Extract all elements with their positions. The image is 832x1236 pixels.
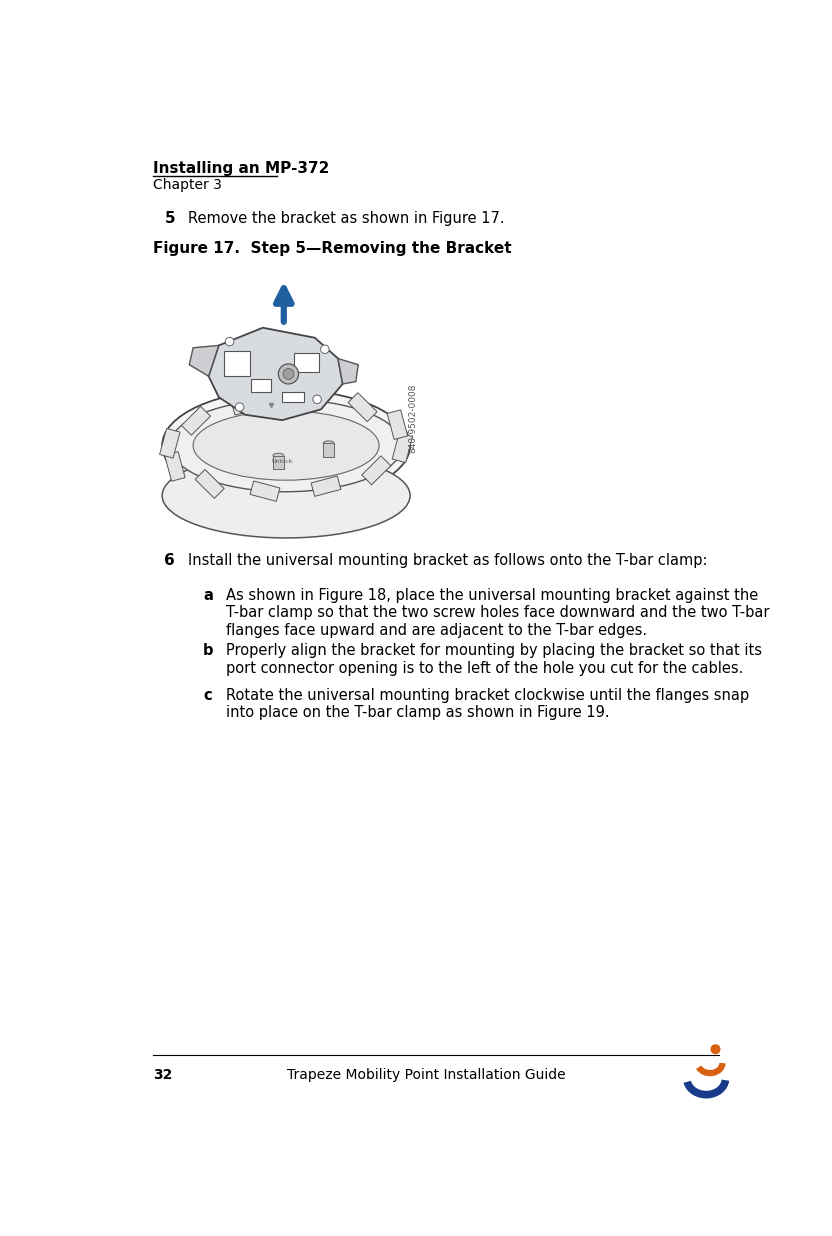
Text: c: c [203,688,212,703]
Polygon shape [348,393,377,421]
Polygon shape [282,392,304,402]
Polygon shape [250,481,280,502]
Circle shape [225,337,234,346]
Text: Unlock: Unlock [271,459,293,464]
Polygon shape [224,351,250,376]
Polygon shape [387,410,408,440]
Text: Properly align the bracket for mounting by placing the bracket so that its
port : Properly align the bracket for mounting … [226,644,762,676]
Polygon shape [251,378,270,392]
Text: 5: 5 [165,210,175,226]
Circle shape [235,403,244,412]
Text: Installing an MP-372: Installing an MP-372 [153,161,329,176]
Polygon shape [338,358,359,384]
Ellipse shape [162,389,410,502]
Circle shape [279,363,299,384]
Circle shape [283,368,294,379]
Text: Figure 17.  Step 5—Removing the Bracket: Figure 17. Step 5—Removing the Bracket [153,241,512,257]
Text: Install the universal mounting bracket as follows onto the T-bar clamp:: Install the universal mounting bracket a… [188,554,707,569]
Circle shape [320,345,329,353]
Polygon shape [362,456,391,485]
Polygon shape [294,353,319,372]
Polygon shape [231,394,261,415]
Polygon shape [292,389,322,410]
Bar [273,456,284,470]
Text: b: b [203,644,214,659]
Text: As shown in Figure 18, place the universal mounting bracket against the
T-bar cl: As shown in Figure 18, place the univers… [226,588,770,638]
Polygon shape [160,429,180,459]
Circle shape [313,396,321,404]
Ellipse shape [170,399,403,492]
Ellipse shape [324,441,334,445]
Text: Rotate the universal mounting bracket clockwise until the flanges snap
into plac: Rotate the universal mounting bracket cl… [226,688,750,721]
Ellipse shape [162,454,410,538]
Bar [324,444,334,457]
Text: Remove the bracket as shown in Figure 17.: Remove the bracket as shown in Figure 17… [188,210,504,226]
Polygon shape [392,433,413,462]
Text: 6: 6 [165,554,176,569]
Circle shape [711,1044,721,1054]
Polygon shape [209,328,343,420]
Text: a: a [203,588,213,603]
Polygon shape [165,451,185,481]
Text: Chapter 3: Chapter 3 [153,178,221,192]
Polygon shape [196,470,224,498]
Polygon shape [189,345,219,376]
Text: 840-9502-0008: 840-9502-0008 [408,384,417,454]
Polygon shape [311,476,341,497]
Ellipse shape [193,410,379,481]
Text: Trapeze Mobility Point Installation Guide: Trapeze Mobility Point Installation Guid… [287,1068,566,1082]
Polygon shape [181,407,210,435]
Ellipse shape [273,454,284,457]
Text: 32: 32 [153,1068,172,1082]
